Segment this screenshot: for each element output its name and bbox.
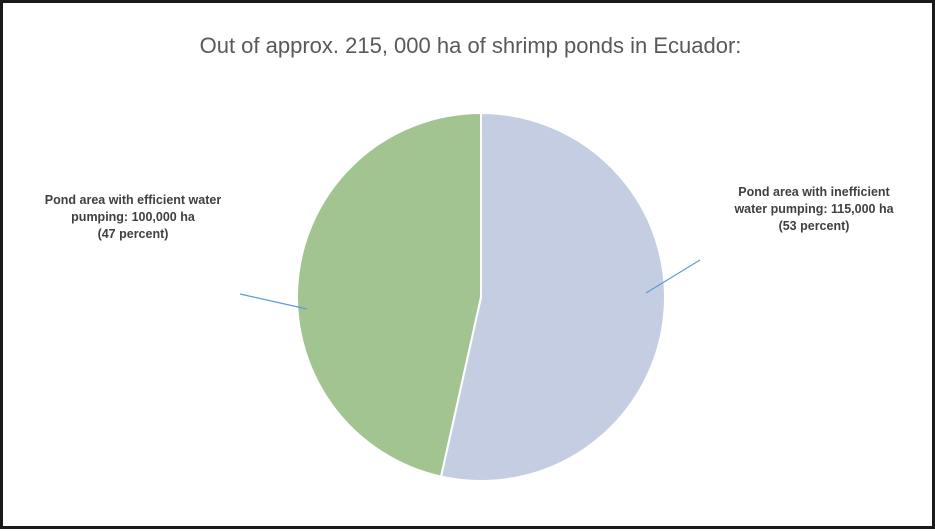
data-label-line: pumping: 100,000 ha xyxy=(71,210,195,224)
data-label-inefficient-pumping: Pond area with inefficient water pumping… xyxy=(709,184,919,235)
slice-efficient-pumping xyxy=(296,111,482,478)
data-label-efficient-pumping: Pond area with efficient water pumping: … xyxy=(17,192,249,243)
data-label-line: water pumping: 115,000 ha xyxy=(734,202,894,216)
data-label-line: (47 percent) xyxy=(97,227,169,241)
pie-chart xyxy=(239,111,701,482)
data-label-line: Pond area with efficient water xyxy=(44,193,222,207)
data-label-line: (53 percent) xyxy=(778,219,850,233)
leader-line-left xyxy=(239,293,308,310)
chart-title: Out of approx. 215, 000 ha of shrimp pon… xyxy=(199,33,742,58)
leader-line-right xyxy=(645,259,701,294)
data-label-line: Pond area with inefficient xyxy=(738,185,890,199)
slice-inefficient-pumping xyxy=(439,111,666,482)
